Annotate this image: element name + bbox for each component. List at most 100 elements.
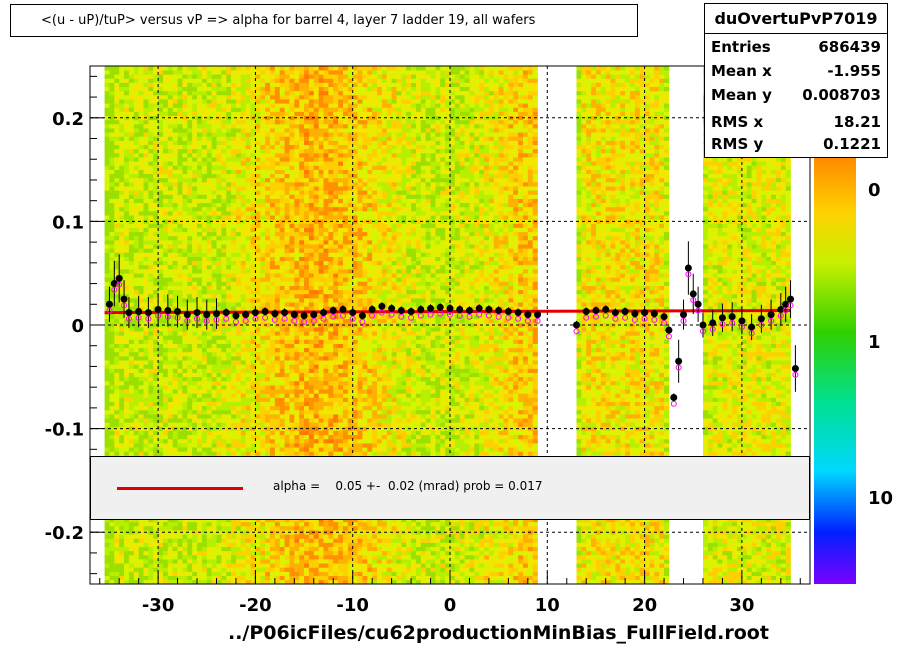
secondary-point [602, 312, 609, 319]
x-tick-label: -30 [142, 595, 175, 616]
secondary-point [456, 312, 463, 319]
profile-point [115, 274, 123, 282]
stats-label: Mean x [711, 62, 772, 80]
stats-label: Mean y [711, 86, 772, 104]
secondary-point [330, 313, 337, 320]
secondary-point [476, 311, 483, 318]
secondary-point [583, 314, 590, 321]
y-tick-label: 0 [71, 316, 84, 337]
profile-point [728, 313, 736, 321]
x-tick-label: 10 [535, 595, 560, 616]
profile-point [436, 303, 444, 311]
secondary-point [121, 302, 128, 309]
profile-point [782, 300, 790, 308]
profile-point [339, 305, 347, 313]
chart-title: <(u - uP)/tuP> versus vP => alpha for ba… [41, 13, 536, 28]
stats-value: 0.008703 [802, 86, 881, 104]
secondary-point [437, 310, 444, 317]
profile-point [417, 305, 425, 313]
secondary-point [252, 315, 259, 322]
profile-point [514, 309, 522, 317]
profile-point [300, 312, 308, 320]
secondary-point [135, 314, 142, 321]
profile-point [621, 308, 629, 316]
secondary-point [719, 320, 726, 327]
y-tick-label: -0.2 [45, 523, 84, 544]
profile-point [694, 300, 702, 308]
y-tick-label: 0.2 [52, 109, 84, 130]
secondary-point [242, 317, 249, 324]
secondary-point [164, 313, 171, 320]
profile-point [105, 300, 113, 308]
profile-point [665, 326, 673, 334]
stats-name: duOvertuPvP7019 [705, 4, 887, 34]
color-scale-bar [814, 150, 856, 584]
profile-point [495, 306, 503, 314]
secondary-point [174, 314, 181, 321]
legend-fit-line-swatch [117, 487, 243, 490]
secondary-point [184, 317, 191, 324]
secondary-point [349, 315, 356, 322]
secondary-point [155, 312, 162, 319]
profile-point [110, 280, 118, 288]
secondary-point [592, 313, 599, 320]
secondary-point [281, 315, 288, 322]
profile-point [475, 304, 483, 312]
secondary-point [427, 311, 434, 318]
profile-point [310, 311, 318, 319]
secondary-point [573, 328, 580, 335]
profile-point [388, 304, 396, 312]
secondary-point [359, 318, 366, 325]
profile-point [738, 317, 746, 325]
secondary-point [417, 312, 424, 319]
stats-box: duOvertuPvP7019 Entries 686439 Mean x -1… [704, 3, 888, 158]
x-tick-label: 20 [632, 595, 657, 616]
x-tick-label: -10 [336, 595, 369, 616]
secondary-point [685, 271, 692, 278]
secondary-point [485, 312, 492, 319]
secondary-point [777, 312, 784, 319]
axis-layer: -30 -20 -10 0 10 20 30 0.2 0.1 0 -0.1 -0.2 [45, 75, 801, 616]
secondary-point [748, 330, 755, 337]
profile-point [524, 311, 532, 319]
profile-point [407, 308, 415, 316]
profile-point [791, 365, 799, 373]
secondary-point [675, 364, 682, 371]
stats-value: 686439 [818, 38, 881, 56]
profile-point [281, 309, 289, 317]
secondary-point [388, 311, 395, 318]
profile-point [680, 311, 688, 319]
profile-point [689, 290, 697, 298]
profile-point [242, 311, 250, 319]
profile-point [261, 308, 269, 316]
secondary-point [768, 317, 775, 324]
y-tick-label: 0.1 [52, 212, 84, 233]
profile-point [631, 310, 639, 318]
stats-value: 0.1221 [823, 135, 881, 153]
profile-point [534, 311, 542, 319]
secondary-point [203, 317, 210, 324]
secondary-point [787, 302, 794, 309]
secondary-point [680, 317, 687, 324]
secondary-point [670, 400, 677, 407]
color-scale-label: 0 [868, 180, 881, 201]
legend-box: alpha = 0.05 +- 0.02 (mrad) prob = 0.017 [90, 456, 810, 520]
profile-point [349, 309, 357, 317]
stats-value: -1.955 [827, 62, 881, 80]
secondary-point [495, 313, 502, 320]
secondary-point [690, 297, 697, 304]
secondary-point [758, 322, 765, 328]
color-scale-label: 10 [868, 488, 893, 509]
profile-layer [105, 241, 799, 407]
profile-point [757, 315, 765, 323]
profile-point [193, 309, 201, 317]
secondary-point [729, 319, 736, 326]
x-tick-label: 0 [444, 595, 457, 616]
profile-point [675, 357, 683, 365]
color-scale-labels: 0 1 10 [868, 180, 893, 509]
secondary-point [612, 315, 619, 322]
secondary-point [709, 326, 716, 333]
secondary-point [782, 307, 789, 314]
secondary-point [223, 315, 230, 322]
